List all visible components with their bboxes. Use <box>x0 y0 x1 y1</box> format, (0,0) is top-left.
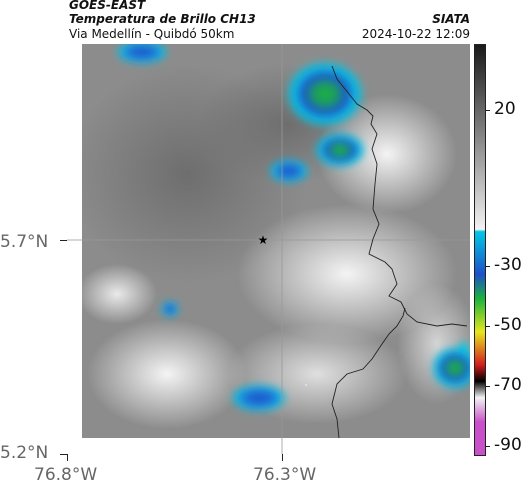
colorbar-label: -30 <box>494 255 522 275</box>
imagery-light-region <box>87 319 247 429</box>
colorbar-label: 20 <box>494 99 516 119</box>
map-canvas: ★ <box>67 44 470 454</box>
cloud-top <box>285 60 365 128</box>
imagery-light-region <box>237 204 457 344</box>
cloud-top <box>231 384 287 412</box>
imagery-light-region <box>317 94 457 214</box>
colorbar-tick <box>486 386 490 387</box>
timestamp: 2024-10-22 12:09 <box>361 27 470 41</box>
colorbar-label: -50 <box>494 315 522 335</box>
star-icon: ★ <box>258 233 269 247</box>
cloud-top <box>269 159 309 183</box>
lat-tick-label: 5.7°N <box>0 232 49 252</box>
minor-marker <box>305 384 307 386</box>
department-border <box>331 307 406 439</box>
department-border <box>331 65 468 327</box>
lon-tick-mark <box>282 454 283 461</box>
product-title: Temperatura de Brillo CH13 <box>69 12 256 26</box>
region-subtitle: Via Medellín - Quibdó 50km <box>69 27 235 41</box>
cloud-top <box>161 301 179 317</box>
colorbar-tick <box>486 266 490 267</box>
cloud-top <box>431 346 470 390</box>
satellite-label: GOES-EAST <box>69 0 146 12</box>
lat-tick-mark <box>60 454 67 455</box>
colorbar-tick <box>486 326 490 327</box>
cloud-top <box>314 132 366 168</box>
satellite-map[interactable]: ★ <box>67 44 470 454</box>
imagery-margin <box>67 44 82 454</box>
lon-tick-label: 76.3°W <box>253 465 317 485</box>
colorbar <box>474 44 486 456</box>
colorbar-label: -70 <box>494 375 522 395</box>
imagery-light-region <box>77 264 157 324</box>
cloud-top <box>116 44 168 64</box>
cloud-top <box>459 342 469 354</box>
imagery-margin <box>67 438 470 454</box>
lat-tick-mark <box>60 240 67 241</box>
lon-tick-label: 76.8°W <box>34 465 98 485</box>
lon-tick-mark <box>67 454 68 461</box>
colorbar-label: -90 <box>494 435 522 455</box>
colorbar-tick <box>486 446 490 447</box>
lat-tick-label: 5.2°N <box>0 443 49 463</box>
colorbar-tick <box>486 110 490 111</box>
organization-label: SIATA <box>432 12 470 26</box>
